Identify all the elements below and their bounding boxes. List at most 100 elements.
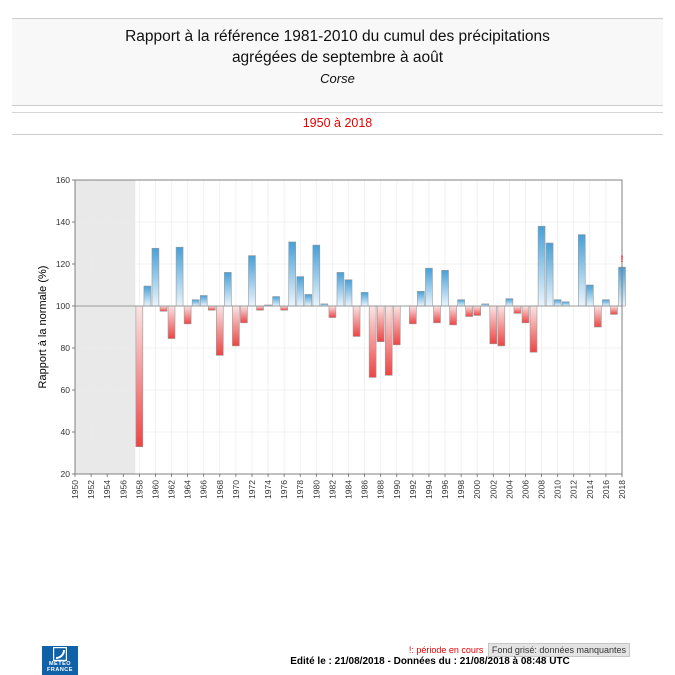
bar-2008 xyxy=(537,225,546,307)
bar-2004 xyxy=(505,298,514,307)
bar-1963 xyxy=(175,246,184,307)
x-tick-2010: 2010 xyxy=(553,480,563,499)
x-tick-2008: 2008 xyxy=(537,480,547,499)
x-tick-1962: 1962 xyxy=(167,480,177,499)
x-tick-2014: 2014 xyxy=(585,480,595,499)
x-tick-2012: 2012 xyxy=(569,480,579,499)
x-tick-1966: 1966 xyxy=(199,480,209,499)
bar-1995 xyxy=(433,305,441,324)
x-tick-1996: 1996 xyxy=(440,480,450,499)
bar-1989 xyxy=(384,305,393,376)
bar-1990 xyxy=(392,305,401,346)
bar-1979 xyxy=(304,294,313,307)
y-tick-80: 80 xyxy=(61,343,71,353)
page-title-line1: Rapport à la référence 1981-2010 du cumu… xyxy=(125,28,550,45)
bar-2000 xyxy=(473,305,481,316)
x-tick-2018: 2018 xyxy=(617,480,627,499)
bar-1965 xyxy=(191,299,200,307)
x-tick-1994: 1994 xyxy=(424,480,434,499)
x-tick-2006: 2006 xyxy=(520,480,530,499)
bar-1983 xyxy=(336,272,345,307)
y-axis-title: Rapport à la normale (%) xyxy=(37,266,49,389)
bar-1961 xyxy=(159,305,168,312)
x-tick-1968: 1968 xyxy=(215,480,225,499)
meteo-france-logo: METEO FRANCE xyxy=(42,646,78,675)
bar-1973 xyxy=(256,305,264,311)
y-tick-100: 100 xyxy=(56,301,70,311)
bar-1993 xyxy=(417,290,425,307)
x-tick-2016: 2016 xyxy=(601,480,611,499)
x-tick-1960: 1960 xyxy=(150,480,160,499)
bar-2013 xyxy=(578,234,586,307)
current-period-marker: ! xyxy=(621,254,624,264)
bar-1968 xyxy=(216,305,224,356)
x-tick-1982: 1982 xyxy=(327,480,337,499)
bar-2014 xyxy=(586,284,594,307)
edition-timestamp: Edité le : 21/08/2018 - Données du : 21/… xyxy=(290,656,570,667)
x-tick-1978: 1978 xyxy=(295,480,305,499)
bar-1986 xyxy=(360,292,369,307)
page-title-line2: agrégées de septembre à août xyxy=(231,49,444,66)
bar-1976 xyxy=(280,305,288,311)
bar-2003 xyxy=(497,305,506,347)
logo-text-line2: FRANCE xyxy=(47,667,73,673)
period-range-label: 1950 à 2018 xyxy=(302,116,373,130)
bar-2016 xyxy=(602,299,610,307)
bar-1997 xyxy=(449,305,457,326)
bar-2015 xyxy=(594,305,602,328)
period-band: 1950 à 2018 xyxy=(12,112,663,135)
bar-1962 xyxy=(167,305,176,339)
bar-2017 xyxy=(610,305,618,315)
x-tick-2000: 2000 xyxy=(472,480,482,499)
bar-1987 xyxy=(368,305,377,378)
y-tick-40: 40 xyxy=(61,427,71,437)
title-panel: Rapport à la référence 1981-2010 du cumu… xyxy=(12,18,663,106)
bar-1967 xyxy=(207,305,216,311)
bar-1969 xyxy=(224,272,232,307)
bar-1988 xyxy=(376,305,385,343)
y-tick-20: 20 xyxy=(61,469,71,479)
x-tick-1954: 1954 xyxy=(102,480,112,499)
bar-2007 xyxy=(529,305,538,353)
bar-1992 xyxy=(409,305,417,325)
x-tick-1956: 1956 xyxy=(118,480,128,499)
bar-1998 xyxy=(457,299,465,307)
x-tick-1986: 1986 xyxy=(360,480,370,499)
bar-1984 xyxy=(344,279,353,307)
x-tick-1988: 1988 xyxy=(376,480,386,499)
x-tick-1990: 1990 xyxy=(392,480,402,499)
bar-1966 xyxy=(199,295,208,307)
bar-1964 xyxy=(183,305,192,325)
missing-data-zone xyxy=(75,180,136,474)
logo-text-line1: METEO xyxy=(48,661,72,667)
bar-1977 xyxy=(288,241,296,307)
bar-1960 xyxy=(151,247,160,307)
bar-1980 xyxy=(312,244,321,307)
bar-2009 xyxy=(545,242,554,307)
x-tick-1976: 1976 xyxy=(279,480,289,499)
region-subtitle: Corse xyxy=(320,71,355,86)
y-tick-120: 120 xyxy=(56,259,70,269)
y-tick-60: 60 xyxy=(61,385,71,395)
bar-1999 xyxy=(465,305,473,317)
bar-2002 xyxy=(489,305,498,345)
bar-1982 xyxy=(328,305,337,318)
bar-1970 xyxy=(232,305,240,347)
x-tick-1958: 1958 xyxy=(134,480,144,499)
bar-1996 xyxy=(441,269,449,307)
x-tick-1950: 1950 xyxy=(70,480,80,499)
chart-legend: !: période en cours Fond grisé: données … xyxy=(0,643,630,657)
x-tick-2004: 2004 xyxy=(504,480,514,499)
x-tick-1952: 1952 xyxy=(86,480,96,499)
x-tick-2002: 2002 xyxy=(488,480,498,499)
bar-1975 xyxy=(272,296,280,307)
x-tick-1972: 1972 xyxy=(247,480,257,499)
bar-2005 xyxy=(513,305,522,314)
y-tick-160: 160 xyxy=(56,175,70,185)
bar-1958 xyxy=(135,305,144,447)
bar-2006 xyxy=(521,305,530,324)
x-tick-1970: 1970 xyxy=(231,480,241,499)
y-tick-140: 140 xyxy=(56,217,70,227)
